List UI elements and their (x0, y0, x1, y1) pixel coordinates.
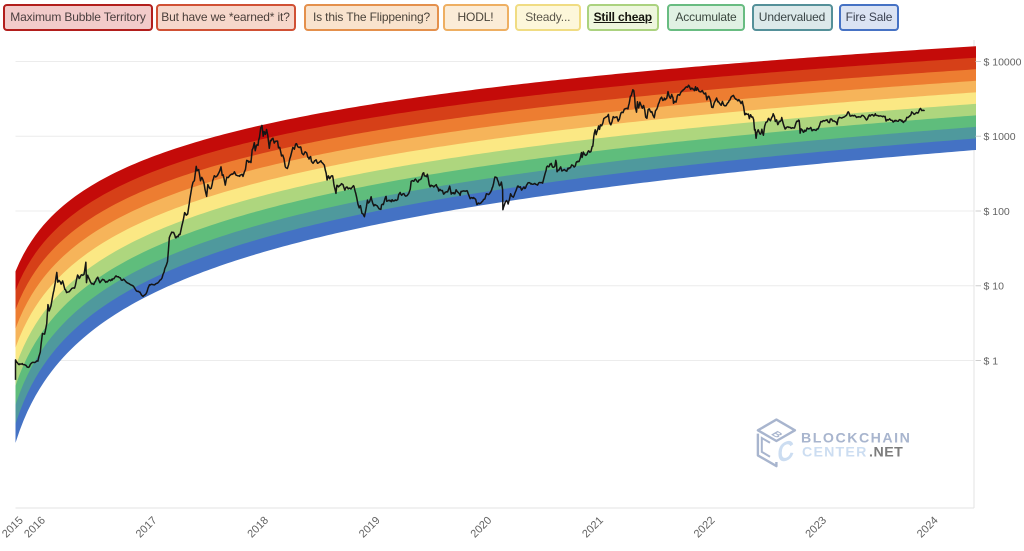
x-axis-label: 2021 (580, 515, 606, 541)
x-axis-label: 2019 (357, 515, 383, 541)
legend-button-accumulate[interactable]: Accumulate (667, 3, 745, 31)
x-axis-label: 2022 (692, 515, 718, 541)
legend-button-still-cheap[interactable]: Still cheap (587, 3, 659, 31)
legend-button-undervalued[interactable]: Undervalued (751, 3, 833, 31)
legend-button-but-have-we-earned-it[interactable]: But have we *earned* it? (155, 3, 296, 31)
watermark-center-text: CENTER (802, 445, 868, 461)
band-but-have-we-earned-it- (15, 57, 976, 311)
eth-price-path (14, 84, 926, 380)
x-axis-label: 2017 (134, 515, 160, 541)
band-accumulate (15, 115, 976, 406)
watermark-net-text: .NET (869, 445, 903, 461)
legend-button-maximum-bubble-territory[interactable]: Maximum Bubble Territory (3, 3, 153, 31)
band-undervalued (15, 126, 976, 426)
band-maximum-bubble-territory (15, 46, 976, 292)
legend-button-fire-sale[interactable]: Fire Sale (839, 3, 899, 31)
blockchaincenter-logo-cube: B C (756, 418, 797, 470)
band-hodl- (15, 80, 976, 349)
y-axis-label: $ 100 (984, 206, 1010, 218)
x-axis-label: 2020 (469, 515, 495, 541)
y-axis-label: $ 10 (984, 281, 1005, 293)
rainbow-bands (15, 46, 976, 443)
watermark-blockchain-text: BLOCKCHAIN (801, 431, 911, 447)
y-axis-label: $ 1000 (984, 131, 1016, 143)
x-axis-label: 2023 (803, 515, 829, 541)
band-is-this-the-flippening- (15, 69, 976, 330)
blockchaincenter-watermark: B C BLOCKCHAIN CENTER .NET (756, 418, 911, 470)
band-still-cheap (15, 103, 976, 387)
cube-letter-b: B (768, 430, 785, 440)
x-axis-label: 2015 (0, 515, 26, 541)
band-steady- (15, 92, 976, 368)
y-axis-label: $ 10000 (984, 56, 1022, 68)
y-axis-label: $ 1 (984, 355, 999, 367)
x-axis-label: 2016 (22, 515, 48, 541)
x-axis-label: 2018 (245, 515, 271, 541)
legend-button-hodl[interactable]: HODL! (442, 3, 509, 31)
legend-button-steady[interactable]: Steady... (515, 3, 581, 31)
cube-inner-c (760, 436, 771, 458)
price-line (14, 84, 926, 380)
x-axis-label: 2024 (915, 515, 941, 541)
legend-button-is-this-the-flippening[interactable]: Is this The Flippening? (304, 3, 439, 31)
cube-top-face (756, 418, 797, 443)
cube-letter-c: C (778, 435, 795, 470)
band-fire-sale (15, 138, 976, 443)
cube-left-face (756, 433, 778, 468)
